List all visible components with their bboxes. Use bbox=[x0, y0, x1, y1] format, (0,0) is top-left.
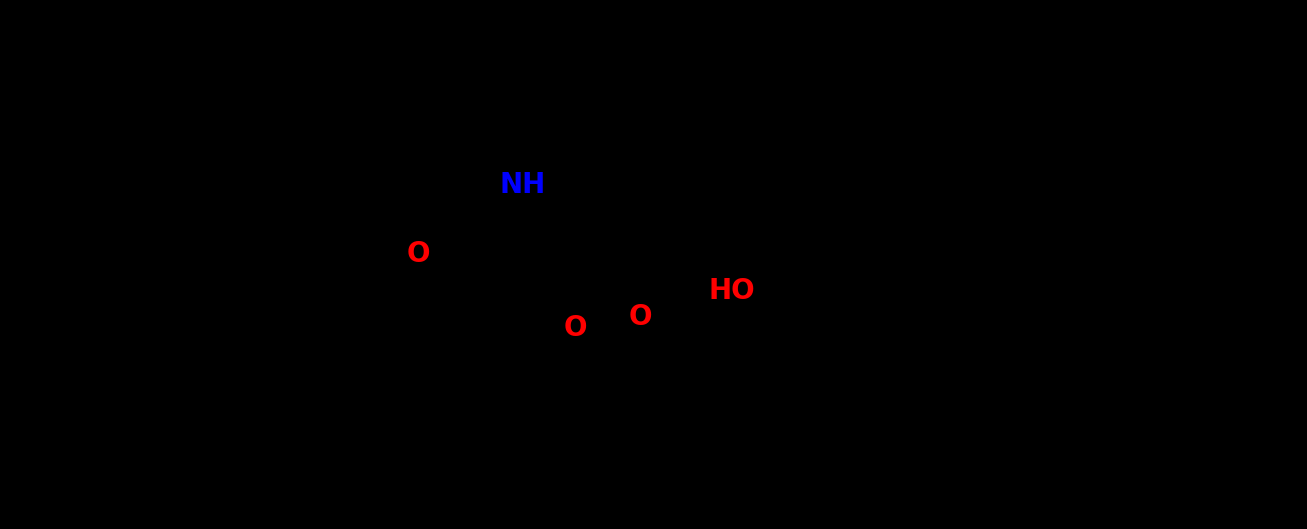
Text: O: O bbox=[406, 240, 430, 268]
Text: NH: NH bbox=[499, 171, 546, 199]
Text: HO: HO bbox=[708, 277, 755, 305]
Text: O: O bbox=[563, 314, 587, 342]
Text: O: O bbox=[629, 304, 652, 331]
